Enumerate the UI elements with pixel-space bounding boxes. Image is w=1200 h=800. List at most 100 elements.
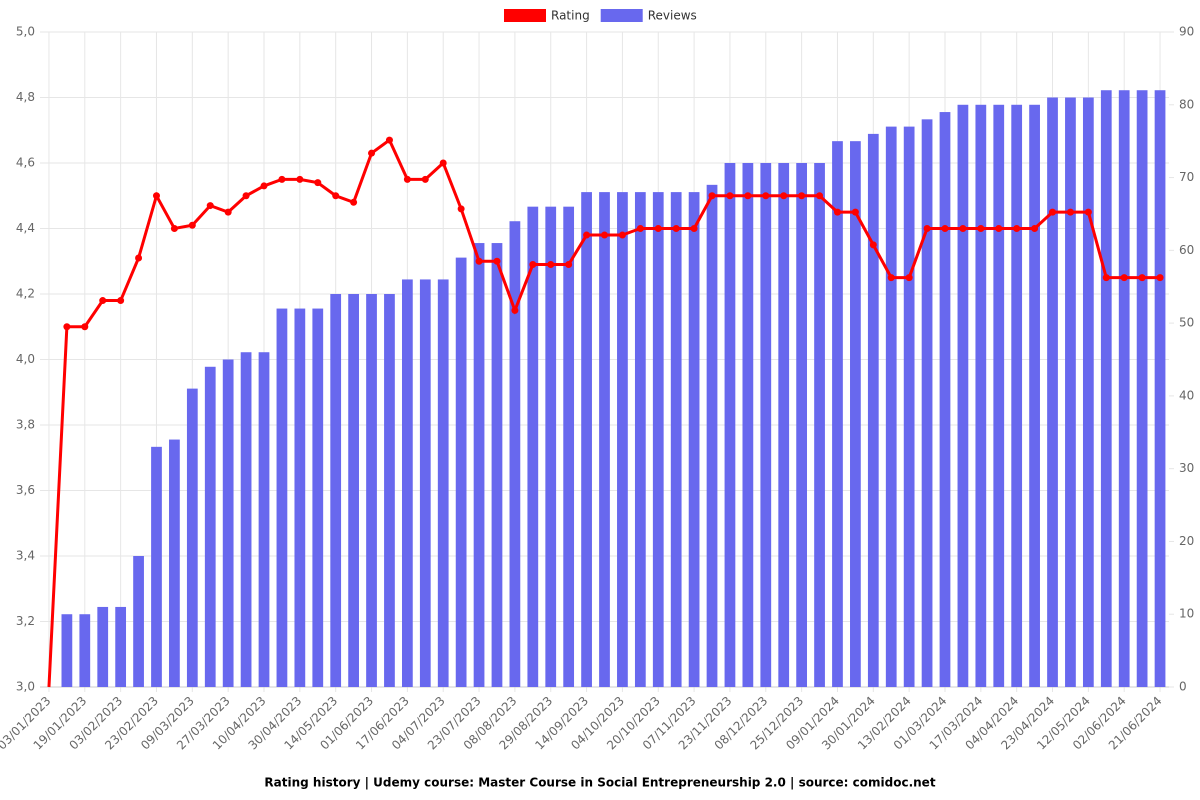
point xyxy=(296,175,304,183)
bar xyxy=(706,184,718,688)
bar xyxy=(581,192,592,687)
point xyxy=(493,257,501,265)
bar xyxy=(1011,104,1023,688)
legend-swatch xyxy=(504,9,546,22)
point xyxy=(887,274,895,282)
y2-tick-label: 90 xyxy=(1179,25,1194,39)
bar xyxy=(903,126,915,688)
y2-tick-label: 30 xyxy=(1179,461,1194,475)
point xyxy=(170,225,178,232)
bar xyxy=(742,163,754,687)
point xyxy=(350,198,358,206)
bar xyxy=(724,163,736,687)
point xyxy=(385,136,393,144)
y-tick-label: 4,0 xyxy=(16,352,35,366)
bar xyxy=(652,192,664,687)
bar xyxy=(258,352,270,687)
bar xyxy=(384,294,395,687)
y-tick-label: 4,8 xyxy=(16,90,35,104)
point xyxy=(1031,225,1039,232)
bar xyxy=(437,279,449,687)
point xyxy=(475,257,483,265)
bar xyxy=(61,614,73,687)
bar xyxy=(921,119,933,688)
legend-swatch xyxy=(600,9,643,22)
bar xyxy=(509,221,521,687)
bar xyxy=(276,308,288,687)
point xyxy=(547,261,555,269)
bar xyxy=(814,163,825,687)
point xyxy=(798,192,806,200)
point xyxy=(188,221,196,229)
point xyxy=(242,192,250,200)
point xyxy=(1156,274,1164,282)
point xyxy=(260,182,268,190)
y-tick-label: 4,2 xyxy=(16,287,35,301)
point xyxy=(601,231,608,239)
point xyxy=(99,297,107,305)
bar xyxy=(617,192,628,687)
y-tick-label: 3,2 xyxy=(16,614,35,628)
bar xyxy=(939,112,951,688)
point xyxy=(368,149,376,157)
point xyxy=(152,192,160,200)
bar xyxy=(975,104,987,688)
point xyxy=(905,274,913,282)
point xyxy=(762,192,770,200)
y-tick-label: 5,0 xyxy=(16,25,35,39)
point xyxy=(583,231,591,239)
bar xyxy=(885,126,897,688)
point xyxy=(1120,274,1128,282)
bar xyxy=(491,243,503,688)
bar xyxy=(545,206,557,687)
y-tick-label: 4,4 xyxy=(16,221,35,235)
point xyxy=(421,175,429,183)
bar xyxy=(1136,90,1148,687)
point xyxy=(1102,274,1110,282)
y2-tick-label: 10 xyxy=(1179,607,1194,621)
y-tick-label: 3,6 xyxy=(16,483,35,497)
point xyxy=(744,192,752,200)
bar xyxy=(240,352,252,687)
bar xyxy=(348,294,359,687)
bar xyxy=(473,243,485,688)
bar xyxy=(867,133,879,687)
bar xyxy=(115,606,127,687)
point xyxy=(1138,274,1146,282)
bar xyxy=(850,141,861,687)
bar xyxy=(1100,90,1112,687)
point xyxy=(457,205,465,213)
y2-tick-label: 80 xyxy=(1179,97,1194,111)
bar xyxy=(1118,90,1130,687)
bar xyxy=(151,446,162,687)
bar xyxy=(778,163,790,687)
bar xyxy=(563,206,575,687)
point xyxy=(672,225,680,232)
bar xyxy=(401,279,413,687)
bar xyxy=(366,294,377,687)
point xyxy=(708,192,716,200)
point xyxy=(63,323,71,331)
point xyxy=(995,225,1003,232)
bar xyxy=(1082,97,1094,687)
bar xyxy=(330,294,342,687)
point xyxy=(869,241,877,249)
bar xyxy=(169,439,180,687)
point xyxy=(314,179,322,187)
bar xyxy=(634,192,646,687)
y2-tick-label: 40 xyxy=(1179,388,1194,402)
legend-label: Rating xyxy=(551,9,590,23)
y-tick-label: 3,0 xyxy=(16,680,35,694)
point xyxy=(81,323,89,331)
point xyxy=(117,297,125,305)
y-tick-label: 4,6 xyxy=(16,156,35,170)
bar xyxy=(186,388,198,687)
legend-label: Reviews xyxy=(648,9,697,23)
bar xyxy=(1029,104,1040,688)
bar xyxy=(1154,90,1166,687)
bar xyxy=(993,104,1005,688)
point xyxy=(690,225,698,232)
y-tick-label: 3,4 xyxy=(16,549,35,563)
